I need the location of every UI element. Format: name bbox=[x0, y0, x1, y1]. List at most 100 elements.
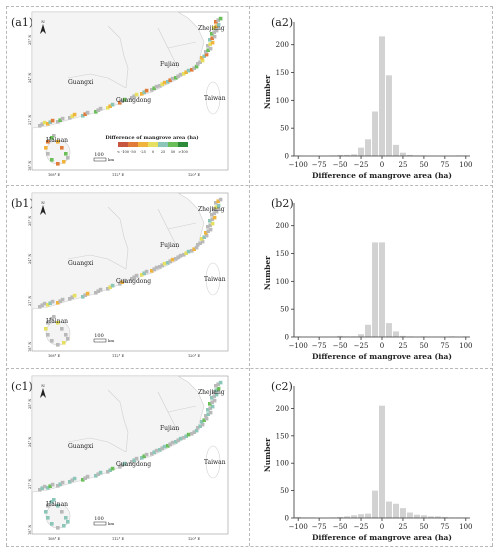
coastal-grid-cell bbox=[186, 432, 191, 437]
longitude-label: 112° E bbox=[112, 537, 125, 541]
scale-value: 100 bbox=[94, 516, 104, 522]
coastal-grid-cell bbox=[50, 118, 55, 123]
coastal-grid-cell bbox=[142, 271, 146, 275]
coastal-grid-cell bbox=[44, 510, 48, 514]
coastal-grid-cell bbox=[206, 412, 210, 416]
region-label-fujian: Fujian bbox=[160, 242, 179, 249]
coastal-grid-cell bbox=[192, 66, 196, 70]
histogram-bar bbox=[385, 75, 392, 156]
coastal-grid-cell bbox=[38, 488, 42, 492]
coastal-grid-cell bbox=[200, 58, 205, 63]
latitude-label: 24° N bbox=[28, 73, 32, 83]
map-panel: Zhejiang Fujian Guangdong Guangxi Taiwan Hain… bbox=[28, 192, 229, 358]
coastal-grid-cell bbox=[42, 301, 47, 306]
coastal-grid-cell bbox=[210, 36, 214, 40]
x-tick-label: −100 bbox=[289, 161, 308, 169]
y-tick-label: 0 bbox=[285, 334, 289, 342]
y-tick-label: 150 bbox=[276, 432, 289, 440]
coastal-grid-cell bbox=[186, 68, 191, 73]
coastal-grid-cell bbox=[130, 277, 134, 281]
taiwan-island bbox=[205, 81, 221, 115]
coastal-grid-cell bbox=[144, 452, 149, 457]
y-tick-label: 50 bbox=[280, 306, 289, 314]
coastal-grid-cell bbox=[210, 400, 214, 404]
latitude-label: 21° N bbox=[28, 479, 32, 489]
coastal-grid-cell bbox=[206, 408, 210, 412]
y-tick-label: 100 bbox=[276, 97, 289, 105]
coastal-grid-cell bbox=[132, 458, 136, 462]
coastal-grid-cell bbox=[218, 197, 223, 202]
coastal-grid-cell bbox=[56, 162, 60, 166]
coastal-grid-cell bbox=[166, 80, 170, 84]
y-tick-label: 100 bbox=[276, 460, 289, 468]
coastal-grid-cell bbox=[216, 18, 220, 22]
legend-label: < -100 bbox=[117, 150, 129, 154]
coastal-grid-cell bbox=[198, 424, 202, 428]
coastal-grid-cell bbox=[58, 118, 62, 122]
histogram-bar bbox=[372, 242, 379, 337]
coastal-grid-cell bbox=[83, 293, 87, 297]
y-tick-label: 150 bbox=[276, 250, 289, 258]
coastal-grid-cell bbox=[168, 78, 172, 82]
coastal-grid-cell bbox=[60, 480, 65, 485]
y-tick-label: 50 bbox=[280, 125, 289, 133]
histogram-bar bbox=[413, 514, 420, 518]
coastal-grid-cell bbox=[214, 205, 218, 209]
province-border bbox=[167, 41, 197, 49]
x-tick-label: −50 bbox=[333, 161, 348, 169]
coastal-grid-cell bbox=[150, 452, 154, 456]
y-tick-label: 150 bbox=[276, 69, 289, 77]
coastal-grid-cell bbox=[216, 22, 221, 27]
histogram-bar bbox=[393, 503, 399, 518]
histogram-bar bbox=[399, 508, 406, 518]
coastal-grid-cell bbox=[40, 122, 44, 126]
scale-unit: km bbox=[108, 521, 114, 526]
coastal-grid-cell bbox=[194, 428, 199, 433]
histogram-bar bbox=[358, 147, 365, 156]
province-border bbox=[167, 405, 197, 413]
coastal-grid-cell bbox=[50, 522, 54, 526]
scale-bar bbox=[93, 157, 107, 162]
longitude-label: 112° E bbox=[112, 354, 125, 358]
region-label-zhejiang: Zhejiang bbox=[198, 25, 225, 32]
coastal-grid-cell bbox=[178, 436, 183, 441]
histogram-bar bbox=[441, 516, 448, 518]
coastal-grid-cell bbox=[214, 388, 218, 392]
region-label-zhejiang: Zhejiang bbox=[198, 206, 225, 213]
coastal-grid-cell bbox=[212, 394, 216, 398]
x-tick-label: 100 bbox=[459, 342, 472, 350]
x-tick-label: −75 bbox=[312, 523, 327, 531]
region-label-guangxi: Guangxi bbox=[68, 260, 93, 267]
histogram-bar bbox=[344, 154, 351, 156]
histogram-bar bbox=[365, 513, 371, 518]
histogram-bar bbox=[420, 515, 427, 518]
coastal-grid-cell bbox=[202, 54, 206, 58]
coastal-grid-cell bbox=[162, 80, 167, 85]
coastal-grid-cell bbox=[46, 516, 50, 520]
coastal-grid-cell bbox=[212, 34, 217, 39]
longitude-label: 120° E bbox=[188, 354, 201, 358]
column-divider bbox=[249, 185, 250, 366]
legend-swatch bbox=[168, 142, 178, 147]
region-label-zhejiang: Zhejiang bbox=[198, 389, 225, 396]
histogram-bar bbox=[372, 490, 379, 518]
coastal-grid-cell bbox=[200, 239, 205, 244]
legend-swatch bbox=[148, 142, 158, 147]
coastal-grid-cell bbox=[210, 404, 215, 409]
left-border bbox=[6, 368, 7, 546]
coastal-grid-cell bbox=[190, 249, 194, 253]
coastal-grid-cell bbox=[134, 456, 139, 461]
province-border bbox=[67, 73, 127, 89]
histogram-bar bbox=[344, 516, 351, 518]
coastal-grid-cell bbox=[206, 225, 210, 229]
histogram-bar bbox=[399, 335, 406, 337]
coastal-grid-cell bbox=[154, 448, 159, 453]
coastal-grid-cell bbox=[210, 396, 214, 400]
region-label-taiwan: Taiwan bbox=[204, 95, 226, 102]
coastal-grid-cell bbox=[98, 287, 103, 292]
north-arrow-icon bbox=[40, 388, 46, 398]
coastal-grid-cell bbox=[52, 498, 56, 502]
region-label-hainan: Hainan bbox=[46, 137, 68, 144]
coastal-grid-cell bbox=[176, 438, 180, 442]
coastal-grid-cell bbox=[152, 267, 156, 271]
